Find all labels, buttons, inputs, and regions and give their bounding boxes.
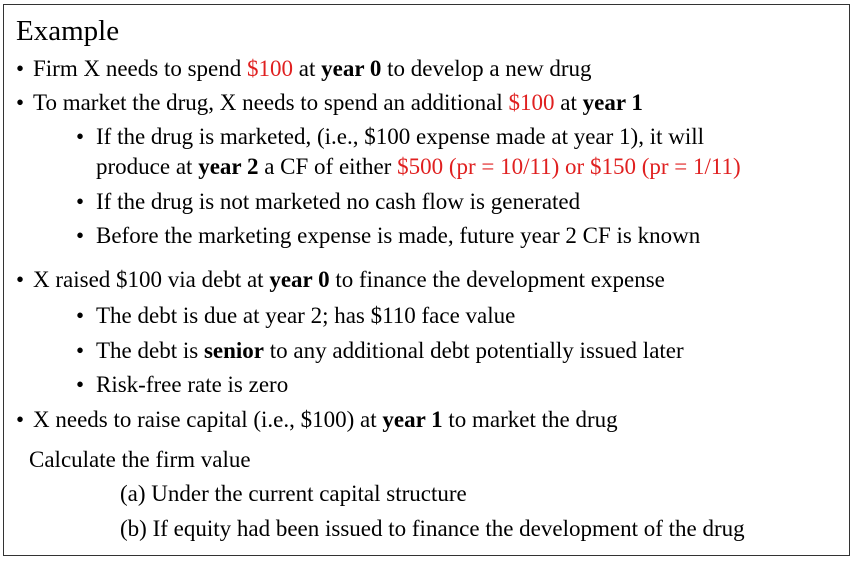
bullet-marker: •	[76, 372, 85, 397]
highlight-amount: $100	[247, 56, 294, 81]
bold-senior: senior	[203, 338, 265, 363]
bullet-marker: •	[76, 189, 85, 214]
line-text: to finance the development expense	[329, 267, 665, 292]
bullet-line-7: • X raised $100 via debt at year 0 to fin…	[16, 266, 665, 294]
line-text: X raised $100 via debt at	[33, 267, 270, 292]
highlight-cashflows: $500 (pr = 10/11) or $150 (pr = 1/11)	[397, 154, 741, 179]
bullet-line-11: • X needs to raise capital (i.e., $100) a…	[16, 406, 618, 434]
question-part-b: (b) If equity had been issued to finance…	[120, 515, 745, 543]
line-text: The debt is	[96, 338, 204, 363]
line-text: produce at	[96, 154, 199, 179]
line-text: at	[293, 56, 322, 81]
line-text: Risk-free rate is zero	[96, 372, 289, 397]
bullet-line-2: • To market the drug, X needs to spend an…	[16, 89, 643, 117]
bold-year: year 2	[198, 154, 259, 179]
sub-bullet-line-9: • The debt is senior to any additional de…	[76, 337, 684, 365]
bold-year: year 0	[321, 56, 382, 81]
continuation-line-4: produce at year 2 a CF of either $500 (p…	[96, 153, 741, 181]
bullet-line-1: • Firm X needs to spend $100 at year 0 to…	[16, 55, 592, 83]
bullet-marker: •	[16, 90, 25, 115]
sub-bullet-line-10: • Risk-free rate is zero	[76, 371, 288, 399]
line-text: If the drug is not marketed no cash flow…	[96, 189, 581, 214]
sub-bullet-line-3: • If the drug is marketed, (i.e., $100 ex…	[76, 123, 704, 151]
line-text: If the drug is marketed, (i.e., $100 exp…	[96, 124, 705, 149]
bold-year: year 0	[269, 267, 330, 292]
line-text: at	[554, 90, 583, 115]
line-text: to market the drug	[442, 407, 618, 432]
example-box: Example • Firm X needs to spend $100 at y…	[3, 4, 850, 556]
highlight-amount: $100	[508, 90, 555, 115]
question-part-a: (a) Under the current capital structure	[120, 480, 467, 508]
example-heading: Example	[16, 15, 120, 47]
line-text: (a) Under the current capital structure	[120, 481, 467, 506]
question-prompt: Calculate the firm value	[29, 446, 251, 474]
line-text: (b) If equity had been issued to finance…	[120, 516, 745, 541]
bold-year: year 1	[582, 90, 643, 115]
bullet-marker: •	[76, 124, 85, 149]
bullet-marker: •	[76, 223, 85, 248]
cropped-title-fragment	[0, 0, 857, 4]
line-text: Calculate the firm value	[29, 447, 251, 472]
line-text: to any additional debt potentially issue…	[264, 338, 684, 363]
line-text: X needs to raise capital (i.e., $100) at	[33, 407, 383, 432]
bullet-marker: •	[16, 267, 25, 292]
line-text: To market the drug, X needs to spend an …	[33, 90, 509, 115]
line-text: Before the marketing expense is made, fu…	[96, 223, 701, 248]
line-text: a CF of either	[258, 154, 398, 179]
sub-bullet-line-5: • If the drug is not marketed no cash flo…	[76, 188, 580, 216]
bold-year: year 1	[382, 407, 443, 432]
bullet-marker: •	[76, 338, 85, 363]
line-text: Firm X needs to spend	[33, 56, 248, 81]
bullet-marker: •	[16, 407, 25, 432]
bullet-marker: •	[16, 56, 25, 81]
sub-bullet-line-8: • The debt is due at year 2; has $110 fac…	[76, 302, 515, 330]
line-text: to develop a new drug	[381, 56, 592, 81]
line-text: The debt is due at year 2; has $110 face…	[96, 303, 516, 328]
sub-bullet-line-6: • Before the marketing expense is made, f…	[76, 222, 700, 250]
bullet-marker: •	[76, 303, 85, 328]
